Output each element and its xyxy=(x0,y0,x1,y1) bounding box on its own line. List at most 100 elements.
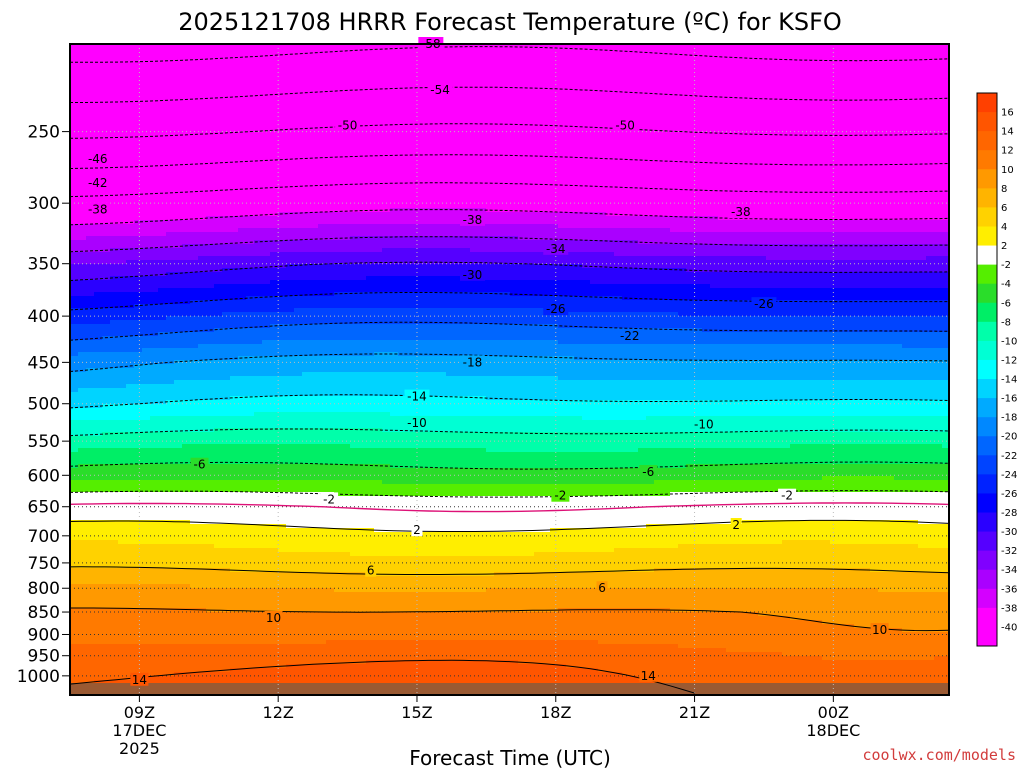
field-cell xyxy=(110,340,119,345)
field-cell xyxy=(198,284,207,289)
field-cell xyxy=(230,444,239,449)
field-cell xyxy=(294,336,303,341)
field-cell xyxy=(102,580,111,585)
field-cell xyxy=(158,252,167,257)
field-cell xyxy=(158,96,167,101)
field-cell xyxy=(190,328,199,333)
field-cell xyxy=(126,412,135,417)
field-cell xyxy=(198,580,207,585)
field-cell xyxy=(110,48,119,53)
field-cell xyxy=(294,476,303,481)
field-cell xyxy=(166,168,175,173)
field-cell xyxy=(206,300,215,305)
field-cell xyxy=(238,324,247,329)
field-cell xyxy=(134,416,143,421)
field-cell xyxy=(110,252,119,257)
field-cell xyxy=(94,264,103,269)
field-cell xyxy=(270,148,279,153)
field-cell xyxy=(254,364,263,369)
field-cell xyxy=(102,92,111,97)
field-cell xyxy=(134,312,143,317)
field-cell xyxy=(302,116,311,121)
field-cell xyxy=(302,240,311,245)
field-cell xyxy=(206,440,215,445)
field-cell xyxy=(278,480,287,485)
field-cell xyxy=(302,576,311,581)
field-cell xyxy=(174,180,183,185)
field-cell xyxy=(230,280,239,285)
field-cell xyxy=(94,340,103,345)
field-cell xyxy=(134,356,143,361)
field-cell xyxy=(102,308,111,313)
field-cell xyxy=(302,612,311,617)
field-cell xyxy=(238,220,247,225)
field-cell xyxy=(230,376,239,381)
field-cell xyxy=(150,480,159,485)
field-cell xyxy=(286,528,295,533)
field-cell xyxy=(118,648,127,653)
field-cell xyxy=(278,256,287,261)
field-cell xyxy=(278,536,287,541)
field-cell xyxy=(262,256,271,261)
field-cell xyxy=(190,364,199,369)
field-cell xyxy=(246,128,255,133)
field-cell xyxy=(286,588,295,593)
field-cell xyxy=(294,356,303,361)
field-cell xyxy=(182,524,191,529)
field-cell xyxy=(270,500,279,505)
field-cell xyxy=(86,328,95,333)
field-cell xyxy=(174,208,183,213)
field-cell xyxy=(70,676,79,681)
field-cell xyxy=(286,508,295,513)
field-cell xyxy=(246,148,255,153)
field-cell xyxy=(222,596,231,601)
field-cell xyxy=(302,180,311,185)
field-cell xyxy=(142,548,151,553)
field-cell xyxy=(86,572,95,577)
field-cell xyxy=(198,316,207,321)
field-cell xyxy=(126,296,135,301)
field-cell xyxy=(174,468,183,473)
field-cell xyxy=(230,264,239,269)
field-cell xyxy=(238,208,247,213)
field-cell xyxy=(190,560,199,565)
field-cell xyxy=(230,240,239,245)
field-cell xyxy=(70,636,79,641)
field-cell xyxy=(86,92,95,97)
field-cell xyxy=(286,108,295,113)
field-cell xyxy=(302,288,311,293)
field-cell xyxy=(166,460,175,465)
field-cell xyxy=(94,60,103,65)
field-cell xyxy=(94,304,103,309)
field-cell xyxy=(246,592,255,597)
field-cell xyxy=(262,492,271,497)
field-cell xyxy=(102,116,111,121)
field-cell xyxy=(286,220,295,225)
field-cell xyxy=(278,604,287,609)
field-cell xyxy=(294,384,303,389)
field-cell xyxy=(166,336,175,341)
field-cell xyxy=(190,160,199,165)
field-cell xyxy=(110,676,119,681)
field-cell xyxy=(294,580,303,585)
field-cell xyxy=(166,284,175,289)
field-cell xyxy=(158,200,167,205)
field-cell xyxy=(262,572,271,577)
field-cell xyxy=(102,660,111,665)
field-cell xyxy=(166,592,175,597)
field-cell xyxy=(222,244,231,249)
field-cell xyxy=(166,268,175,273)
field-cell xyxy=(262,584,271,589)
field-cell xyxy=(94,224,103,229)
field-cell xyxy=(190,152,199,157)
field-cell xyxy=(86,96,95,101)
field-cell xyxy=(110,616,119,621)
field-cell xyxy=(214,560,223,565)
field-cell xyxy=(70,592,79,597)
field-cell xyxy=(118,348,127,353)
field-cell xyxy=(142,412,151,417)
field-cell xyxy=(134,540,143,545)
field-cell xyxy=(230,224,239,229)
field-cell xyxy=(254,644,263,649)
field-cell xyxy=(238,444,247,449)
